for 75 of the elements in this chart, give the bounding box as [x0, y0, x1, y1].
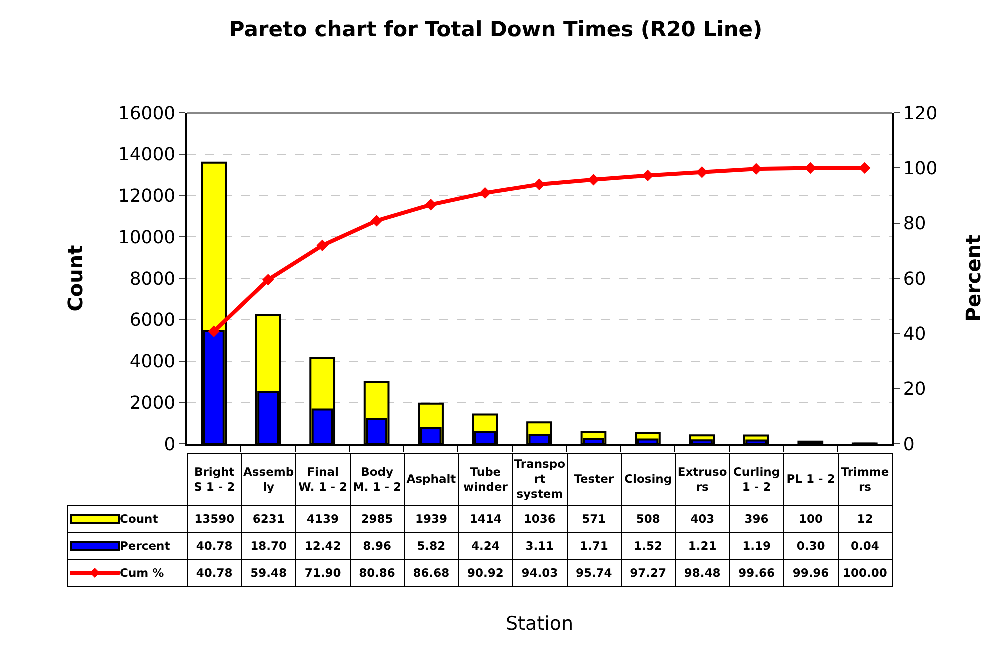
data-label: 396	[730, 506, 784, 532]
data-label: 18.70	[242, 532, 296, 560]
y2-tick-label: 40	[903, 324, 926, 345]
y2-tick-label: 60	[903, 268, 926, 290]
data-label: 508	[621, 506, 676, 532]
data-label: 40.78	[188, 560, 242, 586]
y-tick-label: 0	[164, 434, 176, 456]
y-axis-title: Count	[63, 244, 88, 312]
y-tick-label: 2000	[130, 392, 176, 414]
x-tick-label: Transport system	[512, 454, 568, 506]
y2-tick-label: 0	[903, 434, 915, 456]
data-label: 100	[784, 506, 838, 532]
data-label: 90.92	[458, 560, 513, 586]
data-label: 1.21	[675, 532, 730, 560]
data-label: 3.11	[512, 532, 568, 560]
y2-tick-label: 100	[903, 158, 938, 180]
chart-title: Pareto chart for Total Down Times (R20 Line)	[229, 18, 763, 42]
data-label: 59.48	[242, 560, 296, 586]
data-label: 71.90	[296, 560, 350, 586]
data-label: 1939	[404, 506, 459, 532]
data-label: 86.68	[404, 560, 459, 586]
data-label: 571	[567, 506, 622, 532]
data-label: 95.74	[567, 560, 622, 586]
data-label: 99.66	[730, 560, 784, 586]
data-label: 80.86	[350, 560, 404, 586]
data-label: 1.71	[567, 532, 622, 560]
x-tick-label: PL 1 - 2	[784, 454, 838, 506]
legend-label: Percent	[120, 538, 170, 553]
y-tick-label: 16000	[118, 103, 176, 124]
data-label: 12.42	[296, 532, 350, 560]
y-tick-label: 8000	[130, 268, 176, 290]
data-label: 94.03	[512, 560, 568, 586]
x-tick-label: Extrusors	[675, 454, 730, 506]
x-tick-label: Tester	[567, 454, 622, 506]
y-tick-label: 6000	[130, 310, 176, 332]
x-tick-label: Closing	[621, 454, 676, 506]
x-tick-label: Tube winder	[458, 454, 513, 506]
data-label: 4139	[296, 506, 350, 532]
data-label: 99.96	[784, 560, 838, 586]
data-label: 13590	[188, 506, 242, 532]
data-label: 5.82	[404, 532, 459, 560]
data-label: 98.48	[675, 560, 730, 586]
y-tick-label: 14000	[118, 144, 176, 166]
data-label: 0.30	[784, 532, 838, 560]
legend-label: Cum %	[120, 566, 164, 580]
data-label: 40.78	[188, 532, 242, 560]
data-label: 403	[675, 506, 730, 532]
y-tick-label: 12000	[118, 186, 176, 208]
y2-axis-title: Percent	[962, 234, 986, 322]
x-tick-label: Final W. 1 - 2	[296, 454, 350, 506]
data-label: 4.24	[458, 532, 513, 560]
data-label: 0.04	[838, 532, 892, 560]
data-label: 1.19	[730, 532, 784, 560]
data-label: 1.52	[621, 532, 676, 560]
y2-tick-label: 80	[903, 214, 926, 235]
data-label: 8.96	[350, 532, 404, 560]
x-tick-label: Assembly	[242, 454, 296, 506]
y-tick-label: 10000	[118, 227, 176, 248]
x-tick-label: Asphalt	[404, 454, 459, 506]
text: Station	[506, 613, 574, 635]
data-label: 2985	[350, 506, 404, 532]
x-tick-label: Trimmers	[838, 454, 892, 506]
x-tick-label: Curling 1 - 2	[730, 454, 784, 506]
y2-tick-label: 120	[903, 103, 938, 124]
data-label: 1036	[512, 506, 568, 532]
data-label: 1414	[458, 506, 513, 532]
data-label: 97.27	[621, 560, 676, 586]
y2-tick-label: 20	[903, 379, 926, 400]
legend-label: Count	[120, 512, 158, 526]
data-label: 12	[838, 506, 892, 532]
y-tick-label: 4000	[130, 352, 176, 373]
data-label: 100.00	[838, 560, 892, 586]
x-tick-label: Bright S 1 - 2	[188, 454, 242, 506]
x-tick-label: Body M. 1 - 2	[350, 454, 404, 506]
data-label: 6231	[242, 506, 296, 532]
